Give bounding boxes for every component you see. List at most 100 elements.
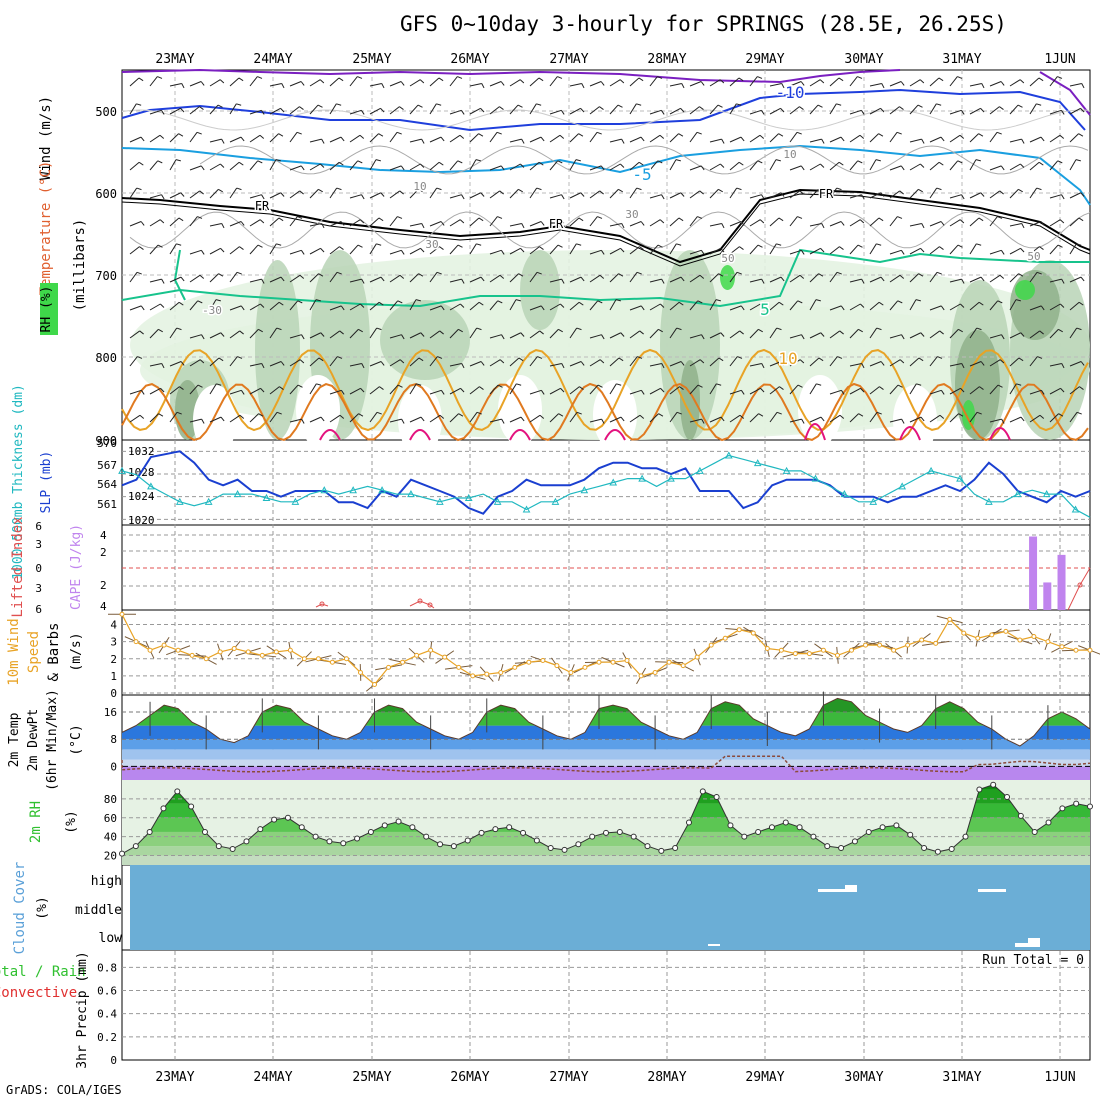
contour-label: 5 (760, 300, 770, 319)
wind-barb (749, 413, 759, 423)
wind-barb-flag (240, 221, 245, 226)
wind-barb-flag (197, 300, 203, 304)
wind-barb-flag (700, 81, 705, 86)
wind-barb-flag (240, 390, 245, 395)
wind-barb (429, 246, 440, 255)
wind-barb-flag (1061, 194, 1065, 200)
warm-pocket (398, 385, 442, 455)
temp-tick: 8 (110, 733, 117, 746)
wind-barb (609, 332, 622, 339)
wind-barb-flag (920, 332, 925, 337)
wind-barb (329, 103, 337, 115)
date-label-top: 1JUN (1044, 52, 1075, 67)
wind-barb (929, 356, 938, 367)
wind-barb-flag (721, 223, 725, 229)
wind-barb (989, 190, 1001, 199)
wind-barb (989, 249, 1002, 255)
wind-barb-flag (220, 332, 225, 337)
wind-barb (429, 221, 442, 227)
wind-barb (469, 133, 479, 143)
wind-barb (789, 300, 799, 311)
wind-barb-flag (699, 106, 704, 110)
wind-barb (929, 136, 942, 143)
wind-barb (169, 276, 182, 283)
thickness-point (753, 459, 762, 467)
thickness-point (667, 474, 675, 482)
contour-label: -30 (202, 304, 222, 317)
date-label-bottom: 31MAY (942, 1070, 981, 1085)
wind-barb-flag (540, 136, 545, 142)
wind-barb (709, 247, 721, 255)
wind-barb (709, 416, 722, 423)
wind-barb (549, 160, 559, 171)
wind-barb (909, 163, 921, 171)
wind-barb-flag (897, 300, 903, 304)
wind-barb (369, 159, 377, 171)
wind-barb (889, 384, 899, 395)
wind-barb-flag (400, 165, 405, 171)
wind-barb (849, 134, 861, 143)
rh-point (243, 838, 250, 845)
wind-barb-flag (458, 328, 463, 333)
wind-barb (249, 194, 262, 199)
wind-barb (349, 363, 362, 367)
date-label-top: 27MAY (549, 52, 588, 67)
wind-barb-flag (138, 77, 144, 82)
wind-barb-flag (320, 248, 325, 253)
wind-barb (189, 165, 202, 171)
wind-barb (1029, 187, 1038, 199)
wind-barb-flag (479, 386, 484, 390)
wind-barb (1009, 163, 1021, 171)
wind-barb (529, 221, 542, 227)
wind-barb (1069, 217, 1080, 227)
wind-barb-flag (738, 77, 744, 82)
wind-barb-flag (816, 383, 822, 386)
wind-barb-flag (675, 159, 681, 162)
wind-barb (789, 249, 802, 255)
wind-barb-flag (978, 217, 984, 222)
wind-barb-flag (958, 413, 964, 417)
wind-speed-point (470, 673, 476, 679)
rh-point (865, 828, 872, 835)
thickness-point (1071, 505, 1080, 513)
wind-barb (649, 413, 659, 423)
rh-point (381, 822, 388, 829)
wind-barb-flag (161, 278, 165, 284)
wind-barb-flag (1000, 81, 1005, 86)
wind-barb (489, 131, 498, 143)
lifted-index-tick: 6 (35, 520, 42, 533)
rh-point (768, 824, 775, 831)
wind-barb-flag (1021, 138, 1025, 144)
wind-barb-flag (900, 81, 905, 86)
wind-barb-flag (817, 104, 823, 108)
date-label-bottom: 24MAY (253, 1070, 292, 1085)
cloud-level-label: high (91, 874, 122, 889)
wind-barb-flag (496, 131, 502, 135)
wind-barb (229, 414, 241, 423)
wind-speed-point (414, 652, 420, 658)
thickness-tick: 570 (97, 437, 117, 450)
thickness-point (378, 486, 386, 494)
wind-barb (809, 416, 822, 423)
wind-barb (529, 356, 538, 367)
wind-barb-flag (840, 305, 845, 311)
wind-speed-point (273, 649, 279, 655)
wind-barb (949, 387, 961, 395)
wind-barb-flag (180, 192, 185, 197)
wind-barb-flag (761, 278, 765, 284)
wind-barb (309, 104, 319, 115)
thickness-point (262, 493, 271, 501)
wind-barb-flag (160, 110, 165, 115)
wind-barb (329, 246, 340, 255)
wind-barb-flag (717, 104, 723, 108)
wind-barb-flag (161, 194, 165, 200)
wind-barb-flag (621, 223, 625, 229)
wind-tick: 0 (110, 687, 117, 700)
wind-barb-flag (580, 108, 585, 113)
wind-barb (909, 79, 921, 87)
rh-point (533, 837, 540, 844)
temp-contour-15 (121, 382, 1089, 442)
wind-barb-flag (519, 79, 525, 84)
wind-barb-flag (478, 133, 484, 137)
wind-barb (549, 413, 559, 423)
